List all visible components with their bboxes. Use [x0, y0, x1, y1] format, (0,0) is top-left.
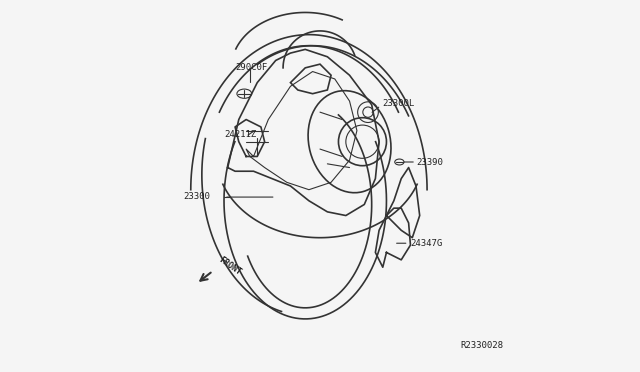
Text: 24347G: 24347G: [410, 239, 443, 248]
Text: 23390: 23390: [417, 158, 444, 167]
Text: 24211Z: 24211Z: [224, 129, 256, 138]
Text: 23300: 23300: [184, 192, 211, 201]
Text: R2330028: R2330028: [460, 341, 503, 350]
Text: FRONT: FRONT: [216, 255, 243, 277]
Text: 290C0F: 290C0F: [235, 63, 268, 72]
Text: 23300L: 23300L: [382, 99, 414, 108]
